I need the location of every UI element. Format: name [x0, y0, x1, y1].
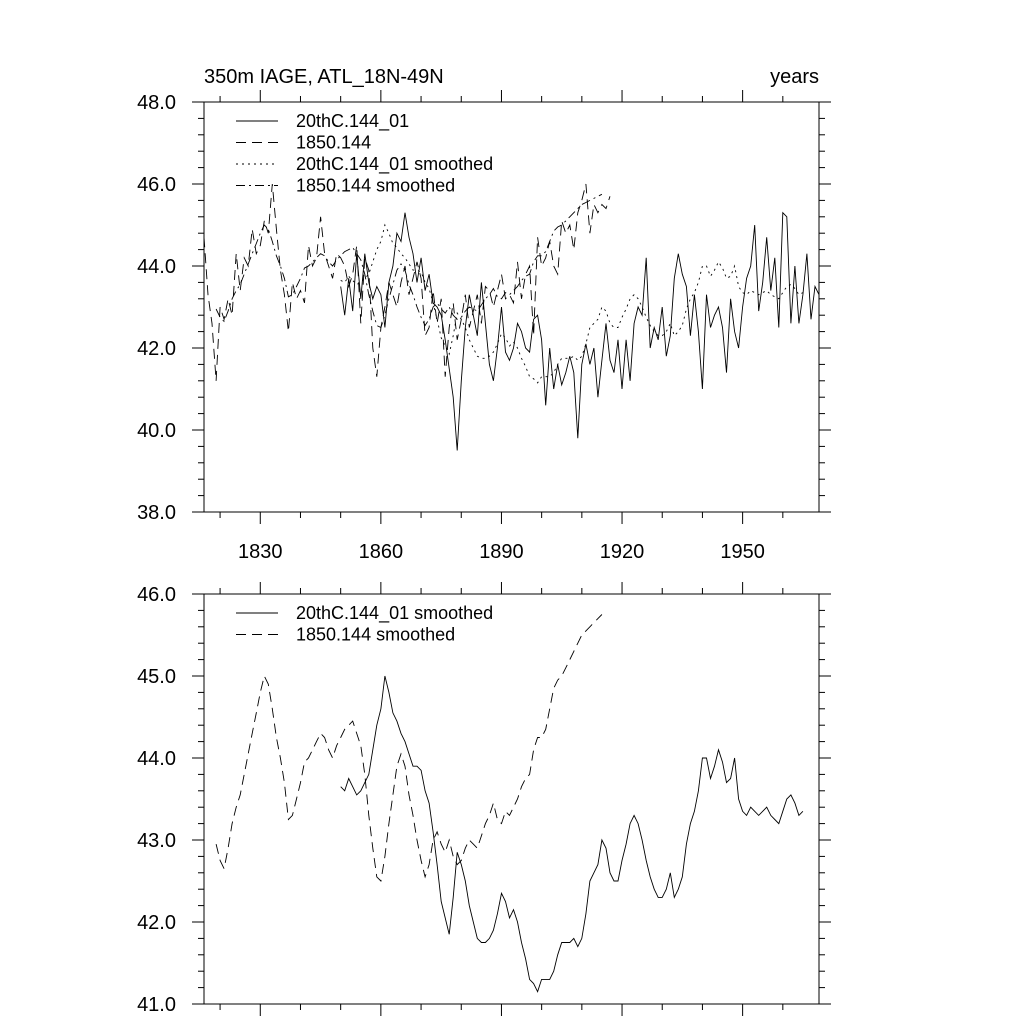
- chart-panel-2: 41.0 42.0 43.0 44.0 45.0 46.0 20thC.144_01 smo…: [137, 582, 831, 1016]
- y-tick-label: 40.0: [137, 420, 176, 442]
- y-tick-label: 46.0: [137, 584, 176, 606]
- x-tick-label: 1860: [359, 541, 404, 563]
- y-tick-label: 43.0: [137, 830, 176, 852]
- legend-label: 1850.144 smoothed: [296, 176, 455, 196]
- y-tick-label: 41.0: [137, 994, 176, 1016]
- legend-label: 20thC.144_01 smoothed: [296, 154, 493, 175]
- plot-frame: [203, 593, 820, 1005]
- y-tick-label: 38.0: [137, 502, 176, 524]
- series-line-3: [340, 223, 804, 384]
- legend-label: 1850.144: [296, 133, 371, 153]
- series-line-2: [215, 614, 603, 882]
- legend-label: 20thC.144_01 smoothed: [296, 603, 493, 624]
- chart-units-label: years: [770, 66, 819, 88]
- legend-label: 1850.144 smoothed: [296, 625, 455, 645]
- y-tick-label: 48.0: [137, 92, 176, 114]
- legend-label: 20thC.144_01: [296, 111, 409, 132]
- x-tick-label: 1920: [600, 541, 645, 563]
- y-tick-label: 46.0: [137, 174, 176, 196]
- chart-panel-1: 38.0 40.0 42.0 44.0 46.0 48.0 1830 1860 1890 1920…: [137, 90, 831, 563]
- y-tick-label: 44.0: [137, 256, 176, 278]
- y-tick-label: 45.0: [137, 666, 176, 688]
- series-line-2: [203, 183, 611, 381]
- y-tick-label: 42.0: [137, 338, 176, 360]
- chart-title: 350m IAGE, ATL_18N-49N: [204, 66, 444, 88]
- x-tick-label: 1890: [479, 541, 524, 563]
- series-line-4: [215, 193, 603, 329]
- y-tick-label: 42.0: [137, 912, 176, 934]
- plot-frame: [203, 101, 820, 513]
- x-tick-label: 1950: [720, 541, 765, 563]
- series-line-1: [340, 211, 820, 451]
- y-tick-label: 44.0: [137, 748, 176, 770]
- x-tick-label: 1830: [238, 541, 283, 563]
- series-line-1: [340, 675, 804, 993]
